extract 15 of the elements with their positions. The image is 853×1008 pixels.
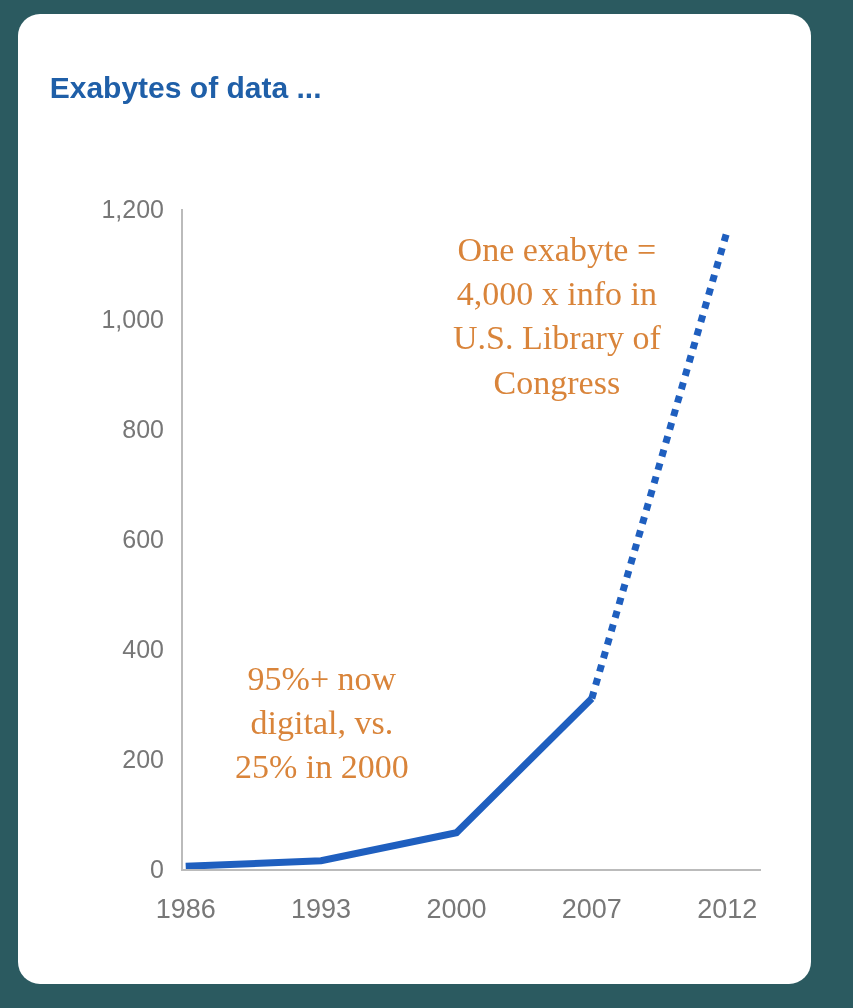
x-tick-label: 2007 (561, 894, 622, 925)
y-tick-label: 1,200 (101, 194, 164, 223)
y-tick-label: 800 (122, 414, 164, 443)
y-tick-label: 200 (122, 744, 164, 773)
y-tick-label: 400 (122, 634, 164, 663)
chart-title: Exabytes of data ... (49, 71, 322, 105)
annotation: One exabyte = 4,000 x info in U.S. Library of Congress (453, 231, 662, 401)
x-tick-label: 1986 (155, 894, 216, 925)
y-tick-label: 600 (122, 524, 164, 553)
x-tick-label: 2012 (697, 894, 758, 925)
y-tick-label: 1,000 (101, 304, 164, 333)
y-tick-label: 0 (150, 854, 164, 883)
annotation: 95%+ now digital, vs. 25% in 2000 (235, 660, 409, 786)
x-tick-label: 1993 (291, 894, 352, 925)
x-tick-label: 2000 (426, 894, 487, 925)
